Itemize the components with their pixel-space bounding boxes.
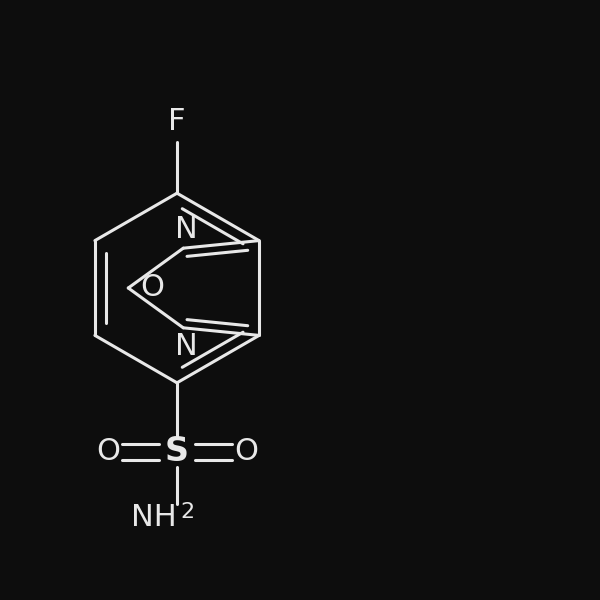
Text: O: O: [234, 437, 258, 466]
Text: N: N: [175, 332, 197, 361]
Text: NH: NH: [131, 503, 177, 532]
Text: O: O: [96, 437, 120, 466]
Text: F: F: [168, 107, 186, 136]
Text: S: S: [165, 436, 189, 468]
Text: 2: 2: [180, 502, 194, 522]
Text: O: O: [140, 274, 164, 302]
Text: N: N: [175, 215, 197, 244]
